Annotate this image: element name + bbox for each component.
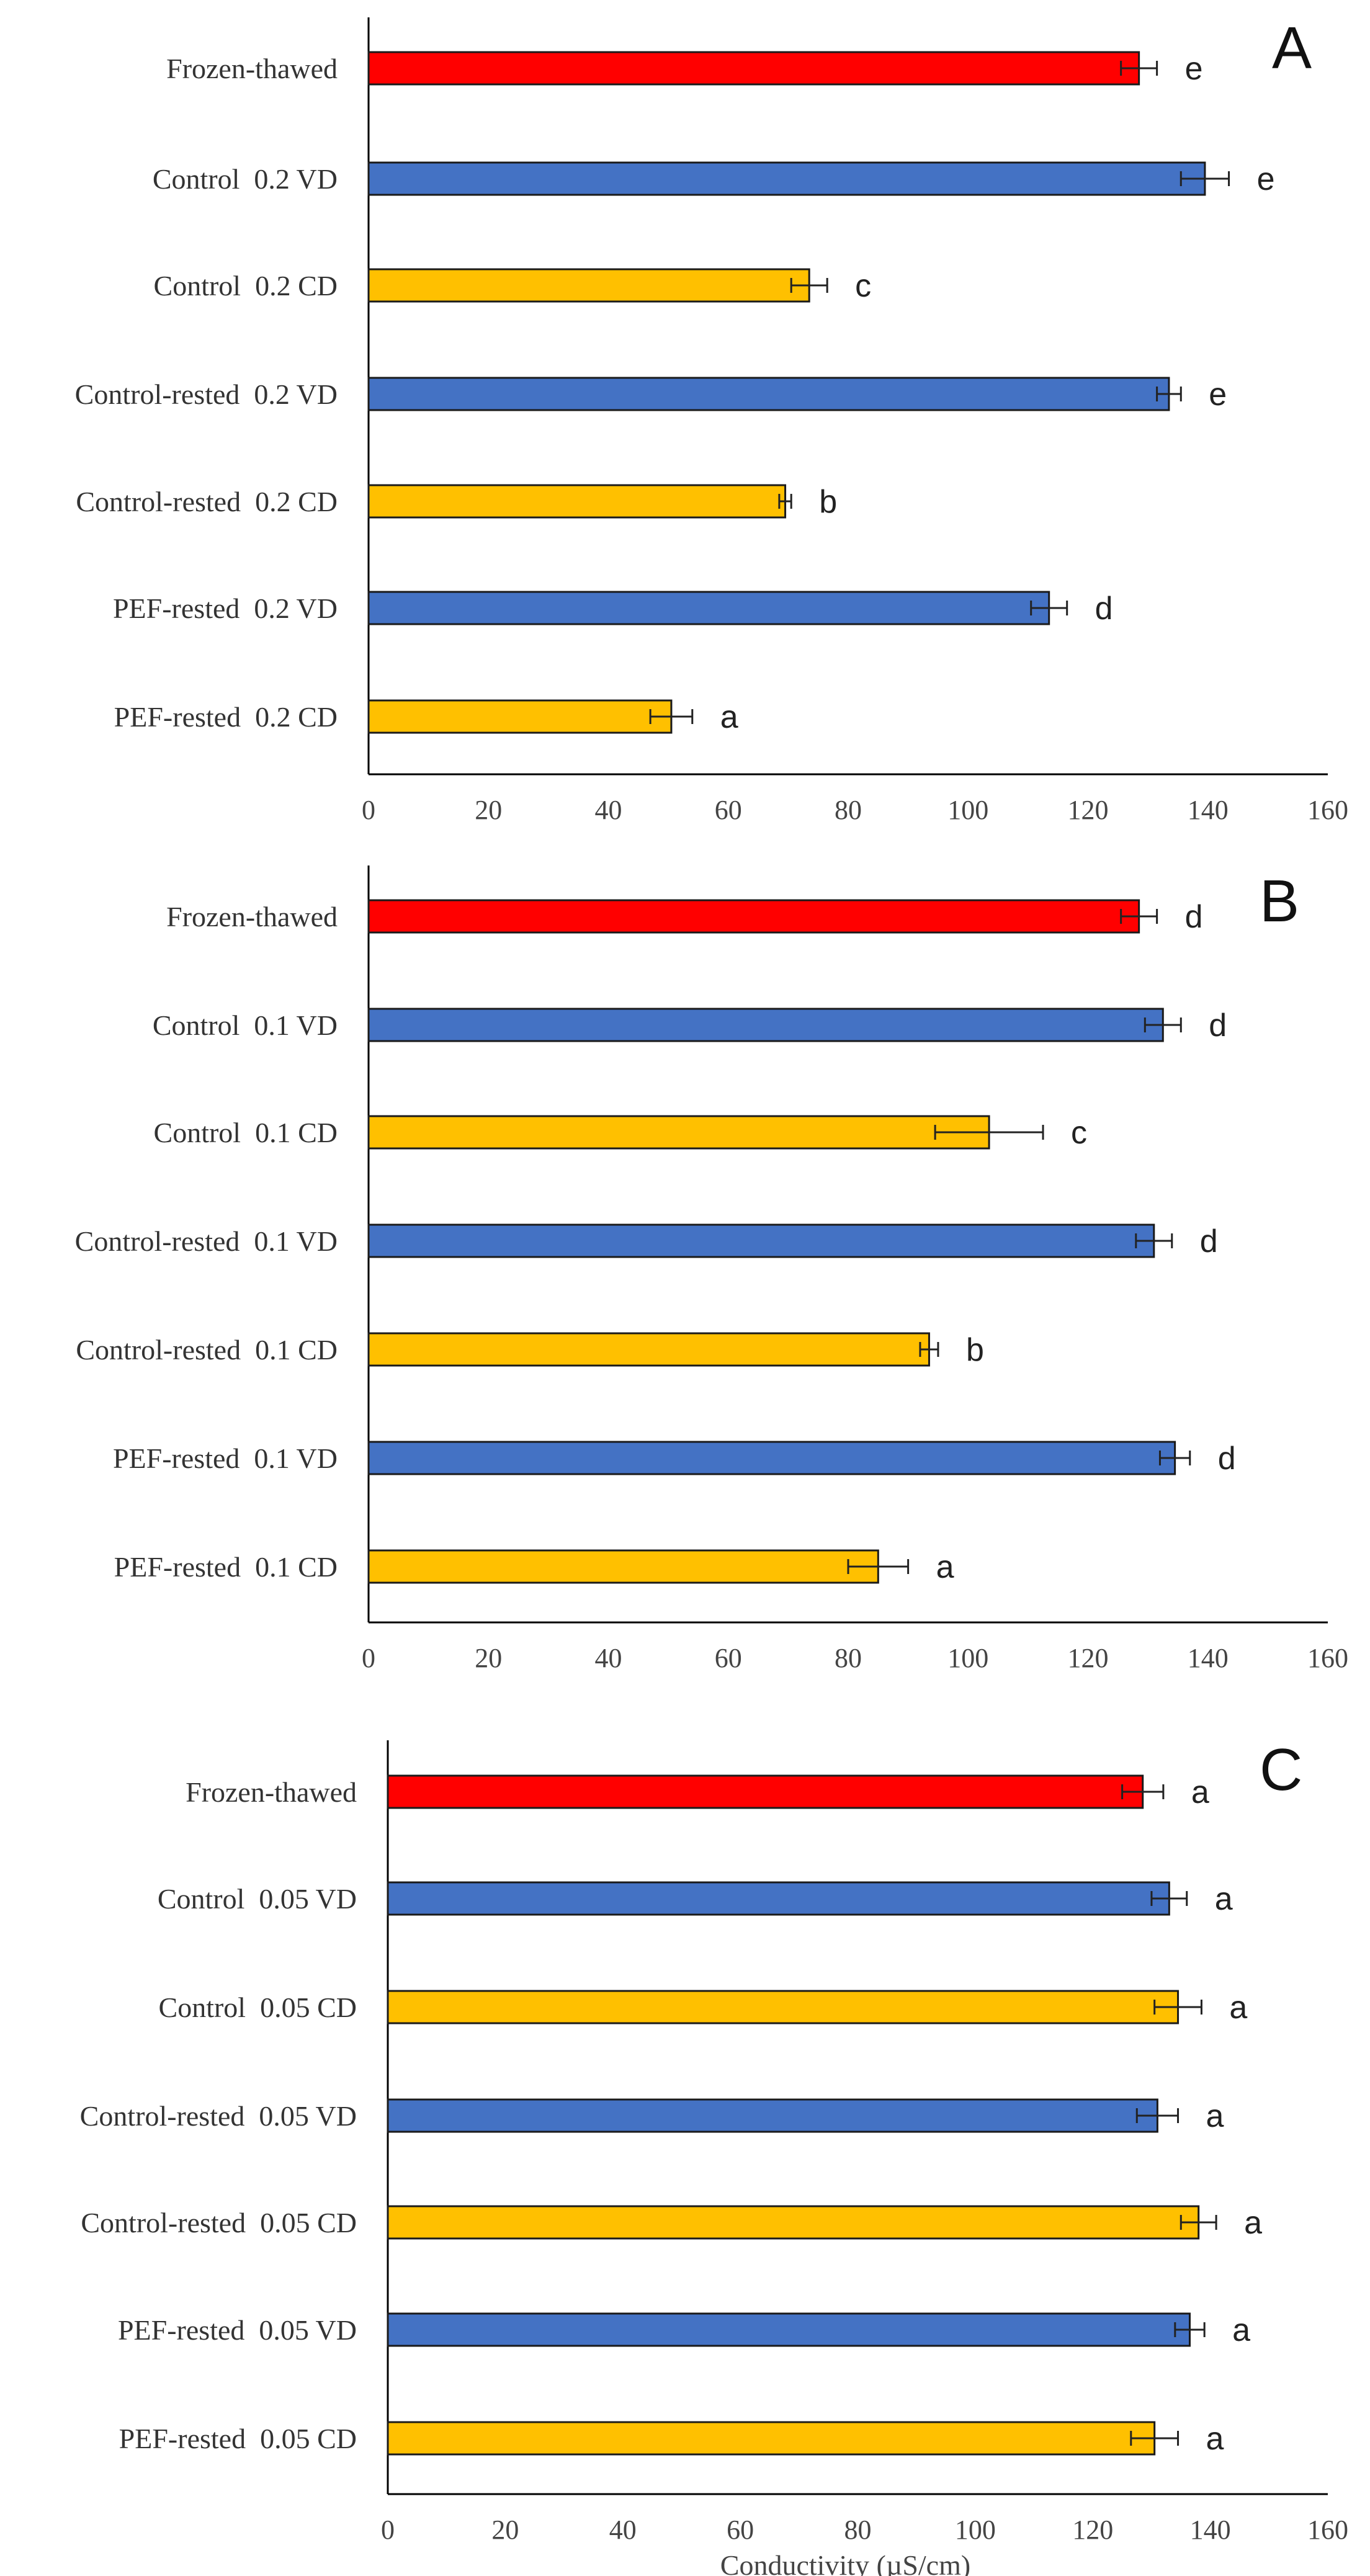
x-tick-label: 100 <box>955 2515 996 2545</box>
x-tick-label: 0 <box>362 1643 375 1673</box>
bar <box>367 377 1170 411</box>
x-tick-label: 40 <box>595 795 622 825</box>
bar <box>387 2312 1191 2347</box>
bar <box>387 1990 1180 2024</box>
panel-letter: A <box>1272 15 1312 81</box>
significance-letter: e <box>1185 51 1203 87</box>
category-label: PEF-rested 0.2 VD <box>113 593 338 624</box>
bar <box>367 268 810 303</box>
category-label: Control-rested 0.05 CD <box>81 2207 357 2238</box>
bar <box>387 2205 1200 2240</box>
x-tick-label: 120 <box>1068 795 1109 825</box>
bar <box>367 1115 990 1150</box>
category-label: Frozen-thawed <box>186 1776 357 1808</box>
significance-letter: a <box>1191 1774 1209 1810</box>
x-tick-label: 140 <box>1190 2515 1231 2545</box>
bar <box>367 1332 930 1367</box>
x-axis-title: Conductivity (µS/cm) <box>720 2549 970 2576</box>
x-tick-label: 100 <box>947 1643 988 1673</box>
panel-letter: C <box>1260 1737 1302 1803</box>
x-tick-label: 100 <box>947 795 988 825</box>
significance-letter: a <box>1215 1881 1233 1917</box>
category-label: Control 0.05 CD <box>159 1992 357 2023</box>
x-tick-label: 120 <box>1068 1643 1109 1673</box>
category-label: Control-rested 0.1 CD <box>76 1334 338 1366</box>
significance-letter: b <box>819 484 837 520</box>
significance-letter: a <box>1244 2205 1262 2241</box>
x-tick-label: 60 <box>727 2515 754 2545</box>
x-tick-label: 160 <box>1307 795 1348 825</box>
x-tick-label: 140 <box>1188 795 1229 825</box>
category-label: Control-rested 0.05 VD <box>80 2100 357 2132</box>
category-label: PEF-rested 0.1 CD <box>114 1551 338 1583</box>
x-tick-label: 140 <box>1188 1643 1229 1673</box>
category-label: PEF-rested 0.1 VD <box>113 1442 338 1474</box>
x-tick-label: 160 <box>1307 2515 1348 2545</box>
x-tick-label: 40 <box>595 1643 622 1673</box>
significance-letter: d <box>1218 1441 1236 1477</box>
bar <box>367 591 1050 625</box>
category-label: Control-rested 0.1 VD <box>75 1225 338 1257</box>
category-label: Control 0.1 VD <box>153 1009 338 1041</box>
bar <box>367 1223 1155 1258</box>
category-label: PEF-rested 0.05 VD <box>118 2314 357 2346</box>
bar <box>387 1881 1170 1916</box>
x-tick-label: 160 <box>1307 1643 1348 1673</box>
bar <box>387 1774 1144 1809</box>
category-label: Control 0.2 CD <box>154 270 338 302</box>
significance-letter: d <box>1200 1223 1218 1259</box>
bar <box>367 899 1140 934</box>
significance-letter: a <box>936 1549 954 1585</box>
significance-letter: d <box>1209 1008 1227 1044</box>
x-tick-label: 0 <box>362 795 375 825</box>
bar <box>367 484 787 519</box>
x-tick-label: 60 <box>715 1643 742 1673</box>
significance-letter: d <box>1095 591 1113 627</box>
category-label: Frozen-thawed <box>166 53 338 84</box>
bar <box>387 2098 1158 2133</box>
category-label: PEF-rested 0.05 CD <box>119 2423 357 2454</box>
bar <box>367 51 1140 86</box>
category-label: Control 0.1 CD <box>154 1117 338 1148</box>
bar <box>367 1008 1164 1042</box>
significance-letter: e <box>1257 161 1275 197</box>
bar <box>367 161 1206 196</box>
significance-letter: b <box>966 1332 984 1368</box>
significance-letter: a <box>720 699 738 735</box>
x-tick-label: 40 <box>609 2515 637 2545</box>
panel-letter: B <box>1260 868 1299 934</box>
category-label: Control-rested 0.2 VD <box>75 378 338 410</box>
bar <box>367 1549 879 1584</box>
category-label: Control 0.05 VD <box>158 1883 357 1915</box>
x-tick-label: 80 <box>835 1643 862 1673</box>
x-tick-label: 60 <box>715 795 742 825</box>
significance-letter: a <box>1206 2421 1224 2457</box>
significance-letter: e <box>1209 377 1227 413</box>
category-label: Control 0.2 VD <box>153 163 338 195</box>
bar <box>367 1441 1176 1475</box>
category-label: PEF-rested 0.2 CD <box>114 701 338 733</box>
bar <box>367 699 673 734</box>
category-label: Frozen-thawed <box>166 901 338 932</box>
x-tick-label: 20 <box>475 1643 502 1673</box>
x-tick-label: 80 <box>844 2515 872 2545</box>
category-label: Control-rested 0.2 CD <box>76 486 338 517</box>
x-tick-label: 20 <box>475 795 502 825</box>
significance-letter: a <box>1206 2098 1224 2134</box>
x-tick-label: 0 <box>381 2515 395 2545</box>
significance-letter: c <box>855 268 871 304</box>
bar <box>387 2421 1156 2456</box>
significance-letter: d <box>1185 899 1203 935</box>
x-tick-label: 20 <box>491 2515 519 2545</box>
x-tick-label: 80 <box>835 795 862 825</box>
significance-letter: a <box>1232 2312 1250 2348</box>
significance-letter: c <box>1071 1115 1087 1151</box>
x-tick-label: 120 <box>1072 2515 1113 2545</box>
significance-letter: a <box>1229 1990 1247 2026</box>
